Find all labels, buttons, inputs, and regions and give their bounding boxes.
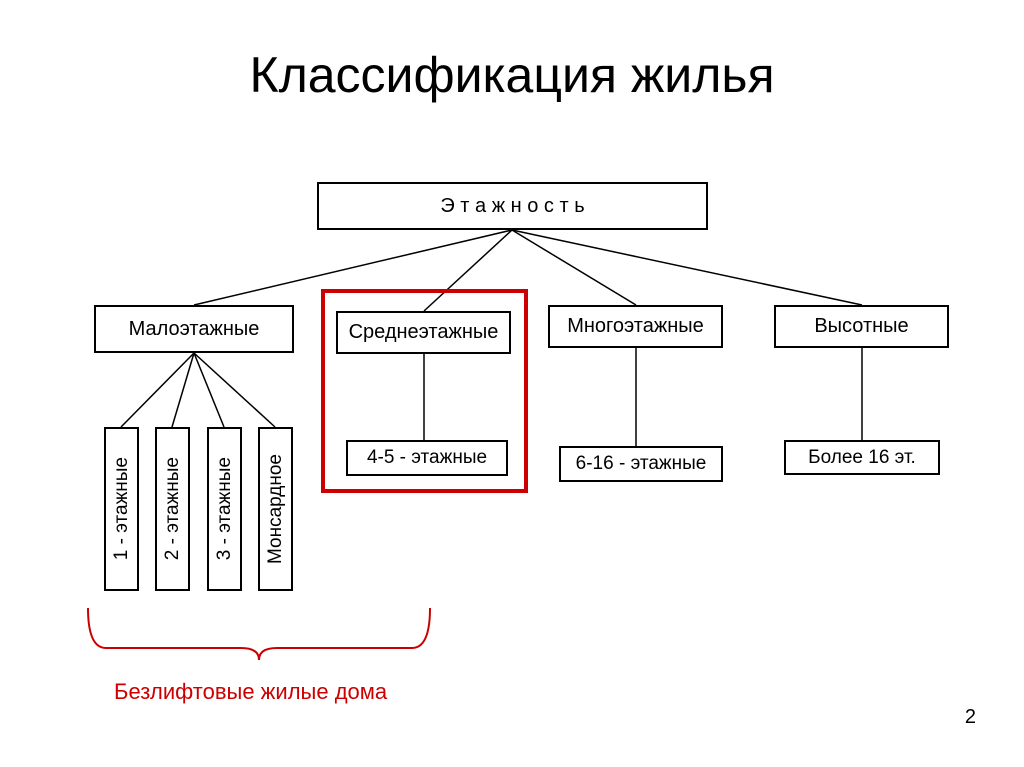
node-label: 1 - этажные [111, 457, 133, 560]
node-label: Монсардное [265, 454, 287, 564]
node-16-plus-floors: Более 16 эт. [784, 440, 940, 475]
node-3-floor: 3 - этажные [207, 427, 242, 591]
node-mansard: Монсардное [258, 427, 293, 591]
node-label: Высотные [814, 315, 908, 338]
node-label: Многоэтажные [567, 315, 704, 338]
node-1-floor: 1 - этажные [104, 427, 139, 591]
annotation-text: Безлифтовые жилые дома [114, 679, 387, 705]
node-label: 3 - этажные [214, 457, 236, 560]
node-multi-storey: Многоэтажные [548, 305, 723, 348]
page-number: 2 [965, 706, 976, 729]
node-label: 6-16 - этажные [576, 453, 707, 475]
root-node-label: Э т а ж н о с т ь [440, 195, 584, 218]
node-2-floor: 2 - этажные [155, 427, 190, 591]
highlight-box [321, 289, 528, 493]
node-6-16-floors: 6-16 - этажные [559, 446, 723, 482]
page-title: Классификация жилья [0, 46, 1024, 104]
node-high-rise: Высотные [774, 305, 949, 348]
node-low-rise: Малоэтажные [94, 305, 294, 353]
node-label: 2 - этажные [162, 457, 184, 560]
node-label: Более 16 эт. [808, 447, 916, 469]
root-node: Э т а ж н о с т ь [317, 182, 708, 230]
node-label: Малоэтажные [129, 318, 260, 341]
